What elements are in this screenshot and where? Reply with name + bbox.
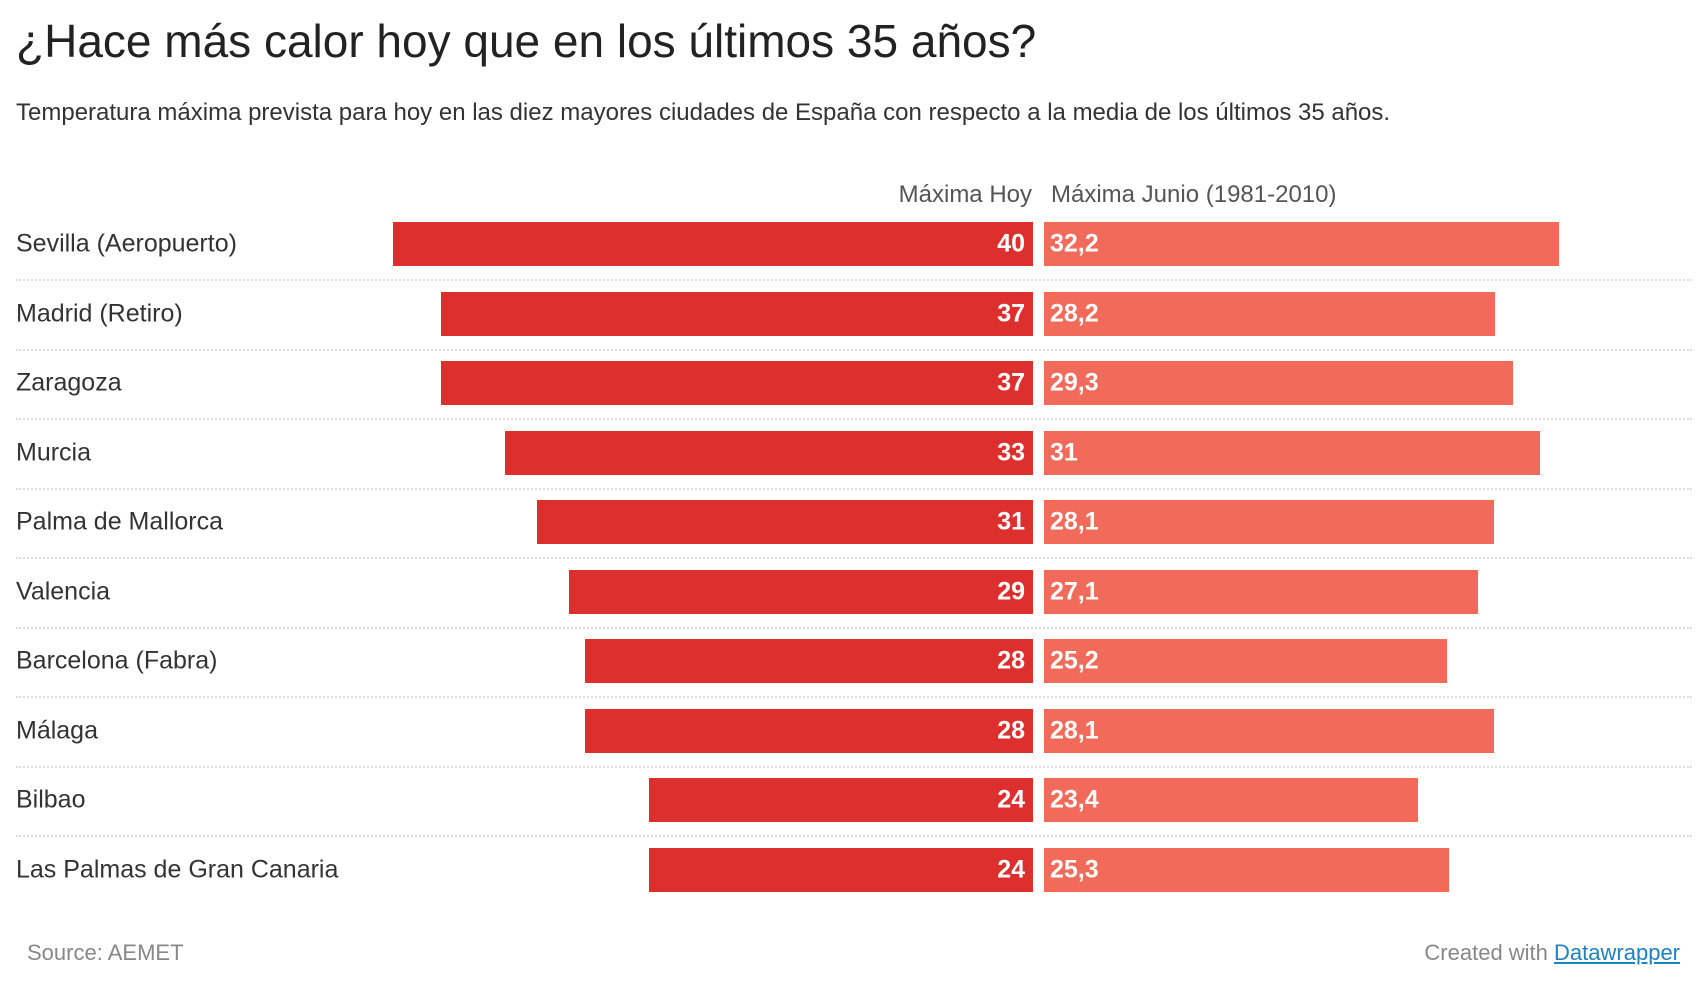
value-label-maxima-junio: 28,1 — [1050, 507, 1099, 536]
bar-maxima-hoy — [585, 708, 1033, 753]
bar-maxima-hoy — [441, 291, 1033, 336]
value-label-maxima-hoy: 29 — [997, 577, 1025, 605]
value-label-maxima-junio: 25,2 — [1050, 646, 1099, 675]
bar-maxima-hoy — [569, 569, 1033, 614]
bar-maxima-junio — [1044, 291, 1496, 336]
bar-maxima-hoy — [537, 500, 1033, 544]
value-label-maxima-hoy: 37 — [997, 368, 1025, 397]
bar-maxima-hoy — [441, 361, 1033, 405]
bar-maxima-junio — [1044, 708, 1494, 753]
bar-maxima-junio — [1044, 569, 1478, 614]
value-label-maxima-junio: 27,1 — [1050, 577, 1099, 605]
value-label-maxima-junio: 32,2 — [1050, 229, 1099, 258]
row-separator — [16, 487, 1692, 490]
row-separator — [16, 835, 1692, 837]
value-label-maxima-hoy: 28 — [997, 646, 1025, 675]
row-separator — [16, 418, 1692, 420]
credit-text: Created with — [1424, 940, 1548, 965]
column-header-maxima-hoy: Máxima Hoy — [898, 181, 1032, 208]
value-label-maxima-junio: 23,4 — [1050, 785, 1099, 814]
source-note: Source: AEMET — [27, 940, 184, 965]
bar-maxima-junio — [1044, 500, 1494, 544]
category-label: Las Palmas de Gran Canaria — [16, 855, 339, 883]
value-label-maxima-junio: 31 — [1050, 438, 1078, 466]
value-label-maxima-junio: 29,3 — [1050, 368, 1099, 397]
chart-subtitle: Temperatura máxima prevista para hoy en … — [16, 99, 1391, 126]
value-label-maxima-hoy: 31 — [997, 507, 1025, 536]
bar-maxima-junio — [1044, 361, 1513, 405]
value-label-maxima-hoy: 24 — [997, 785, 1025, 814]
credit-note: Created with Datawrapper — [1424, 940, 1680, 966]
value-label-maxima-junio: 28,2 — [1050, 299, 1099, 327]
bar-maxima-junio — [1044, 222, 1560, 266]
category-label: Valencia — [16, 577, 111, 605]
category-label: Bilbao — [16, 785, 86, 814]
category-label: Zaragoza — [16, 368, 122, 397]
bar-maxima-hoy — [505, 430, 1033, 475]
bar-maxima-hoy — [585, 639, 1033, 683]
category-label: Madrid (Retiro) — [16, 299, 183, 327]
row-separator — [16, 765, 1692, 768]
bar-maxima-junio — [1044, 778, 1419, 822]
value-label-maxima-junio: 28,1 — [1050, 716, 1099, 744]
category-label: Palma de Mallorca — [16, 507, 224, 536]
value-label-maxima-hoy: 33 — [997, 438, 1025, 466]
chart-title: ¿Hace más calor hoy que en los últimos 3… — [16, 15, 1037, 67]
category-label: Barcelona (Fabra) — [16, 646, 218, 675]
category-label: Murcia — [16, 438, 92, 466]
value-label-maxima-hoy: 40 — [997, 229, 1025, 258]
bar-maxima-junio — [1044, 430, 1540, 475]
bar-maxima-hoy — [649, 778, 1033, 822]
value-label-maxima-junio: 25,3 — [1050, 855, 1099, 883]
category-label: Sevilla (Aeropuerto) — [16, 229, 237, 258]
row-separator — [16, 348, 1692, 351]
row-separator — [16, 626, 1692, 629]
bar-maxima-junio — [1044, 847, 1449, 892]
bar-maxima-junio — [1044, 639, 1448, 683]
row-separator — [16, 696, 1692, 698]
bar-maxima-hoy — [393, 222, 1033, 266]
row-separator — [16, 557, 1692, 559]
category-label: Málaga — [16, 716, 98, 744]
column-header-maxima-junio: Máxima Junio (1981-2010) — [1051, 181, 1337, 208]
datawrapper-link[interactable]: Datawrapper — [1554, 940, 1680, 965]
value-label-maxima-hoy: 37 — [997, 299, 1025, 327]
value-label-maxima-hoy: 24 — [997, 855, 1025, 883]
bar-maxima-hoy — [649, 847, 1033, 892]
row-separator — [16, 279, 1692, 281]
value-label-maxima-hoy: 28 — [997, 716, 1025, 744]
